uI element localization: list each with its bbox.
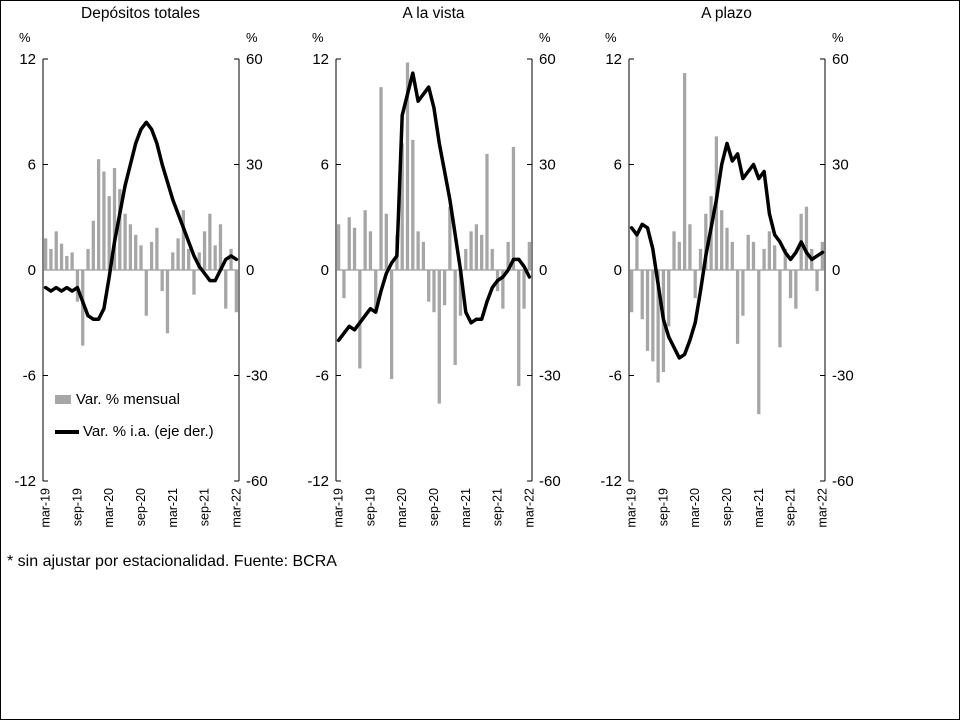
- chart-a-plazo: A plazo 12 6 0 -6 -12 60 30 0 -30 -60%% mar-19 sep-…: [589, 3, 882, 527]
- svg-text:%: %: [19, 30, 31, 45]
- svg-text:12: 12: [605, 51, 622, 68]
- svg-text:-12: -12: [14, 473, 36, 490]
- svg-text:0: 0: [539, 262, 547, 279]
- svg-text:60: 60: [246, 51, 263, 68]
- svg-text:mar-19: mar-19: [39, 488, 53, 527]
- legend-item-line: Var. % i.a. (eje der.): [55, 423, 214, 440]
- chart-a-la-vista: A la vista 12 6 0 -6 -12 60 30 0 -30 -60%% mar-19 s…: [296, 3, 589, 527]
- svg-text:-12: -12: [307, 473, 329, 490]
- svg-text:mar-20: mar-20: [688, 488, 702, 527]
- svg-text:-6: -6: [609, 368, 622, 385]
- bar-swatch-icon: [55, 395, 71, 404]
- svg-text:sep-19: sep-19: [70, 488, 84, 526]
- svg-text:sep-21: sep-21: [198, 488, 212, 526]
- svg-text:0: 0: [28, 262, 36, 279]
- charts-row: Depósitos totales 12 6 0 -6 -12 60 30 0 -30 -60%%…: [1, 1, 959, 527]
- svg-text:-60: -60: [832, 473, 854, 490]
- svg-text:-30: -30: [246, 368, 268, 385]
- svg-text:-30: -30: [539, 368, 561, 385]
- svg-text:mar-20: mar-20: [395, 488, 409, 527]
- legend-item-bar: Var. % mensual: [55, 391, 214, 408]
- svg-text:-6: -6: [23, 368, 36, 385]
- svg-text:sep-19: sep-19: [656, 488, 670, 526]
- chart-depositos-totales: Depósitos totales 12 6 0 -6 -12 60 30 0 -30 -60%%…: [3, 3, 296, 527]
- svg-text:sep-21: sep-21: [784, 488, 798, 526]
- svg-text:-6: -6: [316, 368, 329, 385]
- svg-text:30: 30: [832, 157, 849, 174]
- svg-text:sep-19: sep-19: [363, 488, 377, 526]
- chart-title-depositos-totales: Depósitos totales: [81, 5, 200, 22]
- svg-text:6: 6: [28, 157, 36, 174]
- svg-text:%: %: [832, 30, 844, 45]
- svg-text:mar-19: mar-19: [332, 488, 346, 527]
- line-swatch-icon: [55, 429, 79, 434]
- svg-text:sep-20: sep-20: [427, 488, 441, 526]
- svg-text:60: 60: [539, 51, 556, 68]
- svg-text:12: 12: [312, 51, 329, 68]
- svg-text:6: 6: [321, 157, 329, 174]
- svg-text:0: 0: [321, 262, 329, 279]
- svg-text:0: 0: [614, 262, 622, 279]
- svg-text:30: 30: [539, 157, 556, 174]
- svg-text:12: 12: [19, 51, 36, 68]
- legend-bar-label: Var. % mensual: [76, 391, 180, 408]
- svg-text:%: %: [246, 30, 258, 45]
- svg-text:mar-20: mar-20: [102, 488, 116, 527]
- svg-text:%: %: [539, 30, 551, 45]
- chart-title-a-plazo: A plazo: [701, 5, 752, 22]
- legend-line-label: Var. % i.a. (eje der.): [83, 423, 214, 440]
- svg-text:%: %: [605, 30, 617, 45]
- svg-text:-12: -12: [600, 473, 622, 490]
- svg-text:-60: -60: [539, 473, 561, 490]
- svg-text:mar-22: mar-22: [522, 488, 536, 527]
- svg-text:-30: -30: [832, 368, 854, 385]
- chart-title-a-la-vista: A la vista: [402, 5, 465, 22]
- svg-text:mar-22: mar-22: [229, 488, 243, 527]
- svg-text:sep-21: sep-21: [491, 488, 505, 526]
- legend: Var. % mensual Var. % i.a. (eje der.): [55, 391, 214, 455]
- svg-text:60: 60: [832, 51, 849, 68]
- svg-text:6: 6: [614, 157, 622, 174]
- svg-text:mar-21: mar-21: [166, 488, 180, 527]
- svg-text:mar-22: mar-22: [815, 488, 829, 527]
- svg-text:sep-20: sep-20: [720, 488, 734, 526]
- svg-text:mar-21: mar-21: [459, 488, 473, 527]
- svg-text:-60: -60: [246, 473, 268, 490]
- svg-text:mar-19: mar-19: [625, 488, 639, 527]
- svg-text:mar-21: mar-21: [752, 488, 766, 527]
- svg-text:0: 0: [246, 262, 254, 279]
- svg-text:0: 0: [832, 262, 840, 279]
- svg-text:sep-20: sep-20: [134, 488, 148, 526]
- svg-text:%: %: [312, 30, 324, 45]
- svg-text:30: 30: [246, 157, 263, 174]
- footnote: * sin ajustar por estacionalidad. Fuente…: [7, 553, 337, 570]
